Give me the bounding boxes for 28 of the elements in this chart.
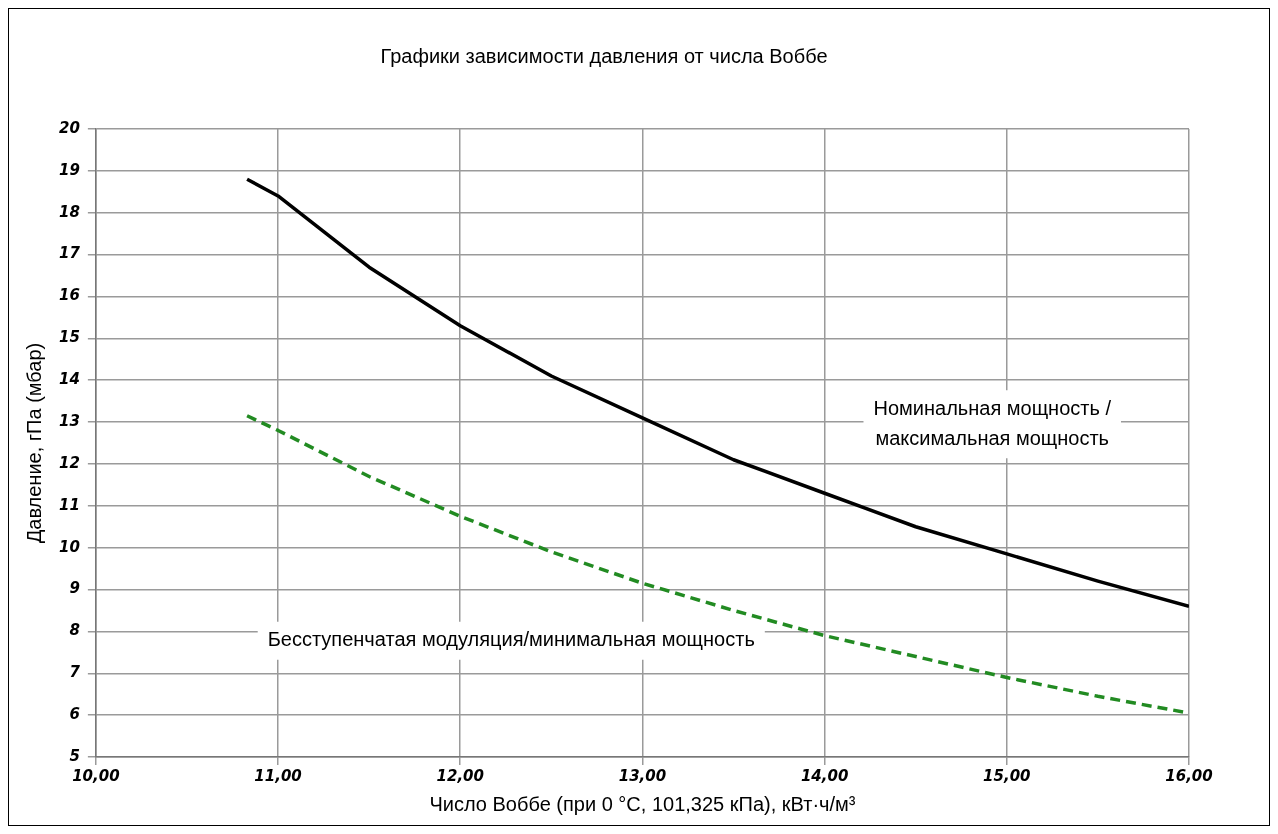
y-tick-label: 7 — [69, 663, 81, 682]
y-tick-label: 15 — [59, 328, 80, 347]
y-tick-label: 17 — [59, 244, 81, 263]
y-tick-label: 19 — [59, 160, 80, 179]
y-axis-title: Давление, гПа (мбар) — [22, 342, 45, 544]
y-tick-label: 16 — [59, 286, 80, 305]
x-tick-label: 16,00 — [1165, 766, 1213, 785]
y-tick-label: 20 — [59, 118, 80, 137]
y-tick-label: 8 — [69, 621, 80, 640]
x-tick-label: 13,00 — [618, 766, 667, 785]
y-tick-label: 11 — [59, 495, 80, 514]
y-tick-label: 6 — [69, 705, 80, 724]
y-tick-label: 14 — [59, 370, 80, 389]
y-tick-label: 18 — [59, 202, 80, 221]
y-tick-label: 13 — [59, 411, 80, 430]
series-label: Бесступенчатая модуляция/минимальная мощность — [267, 628, 755, 651]
chart-title: Графики зависимости давления от числа Воббе — [380, 44, 828, 67]
x-tick-label: 14,00 — [800, 766, 849, 785]
x-tick-label: 10,00 — [72, 766, 120, 785]
y-tick-label: 9 — [69, 579, 80, 598]
x-axis-title: Число Воббе (при 0 °C, 101,325 кПа), кВт·ч/м³ — [429, 792, 856, 815]
text: Номинальная мощность / максимальная мощность — [873, 396, 1112, 449]
y-tick-label: 5 — [69, 746, 80, 765]
x-tick-label: 12,00 — [436, 766, 484, 785]
x-tick-label: 11,00 — [254, 766, 302, 785]
y-tick-label: 12 — [59, 453, 80, 472]
y-tick-label: 10 — [59, 537, 80, 556]
x-tick-label: 15,00 — [983, 766, 1031, 785]
